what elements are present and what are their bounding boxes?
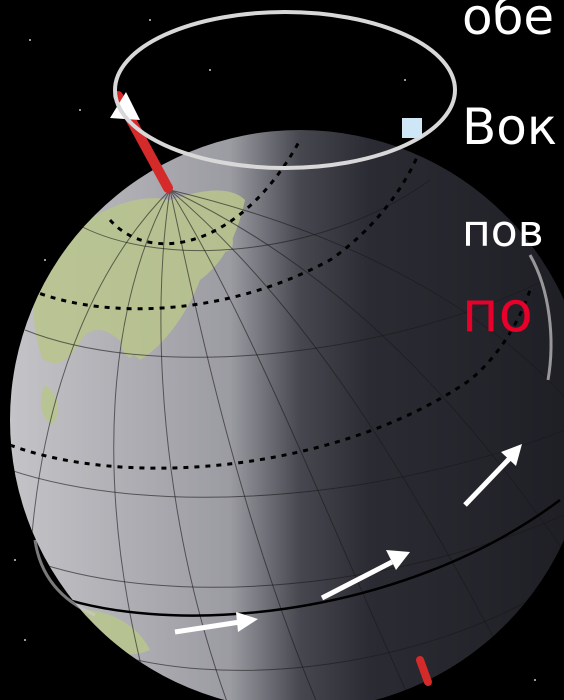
- longitude-lines: [29, 189, 564, 700]
- rotation-axis: [110, 91, 432, 686]
- equator-line: [39, 498, 561, 617]
- text-line-1: обе: [462, 0, 555, 46]
- bullet-marker: [402, 118, 422, 138]
- dotted-circles: [10, 139, 532, 470]
- rotation-arrows: [33, 254, 553, 635]
- continents: [33, 190, 245, 655]
- text-line-3: пов: [462, 206, 544, 257]
- text-line-2: Вок: [462, 98, 558, 156]
- earth-globe: [10, 130, 564, 700]
- text-line-4: по: [462, 280, 533, 345]
- latitude-lines: [10, 179, 564, 671]
- precession-ring: [113, 10, 457, 170]
